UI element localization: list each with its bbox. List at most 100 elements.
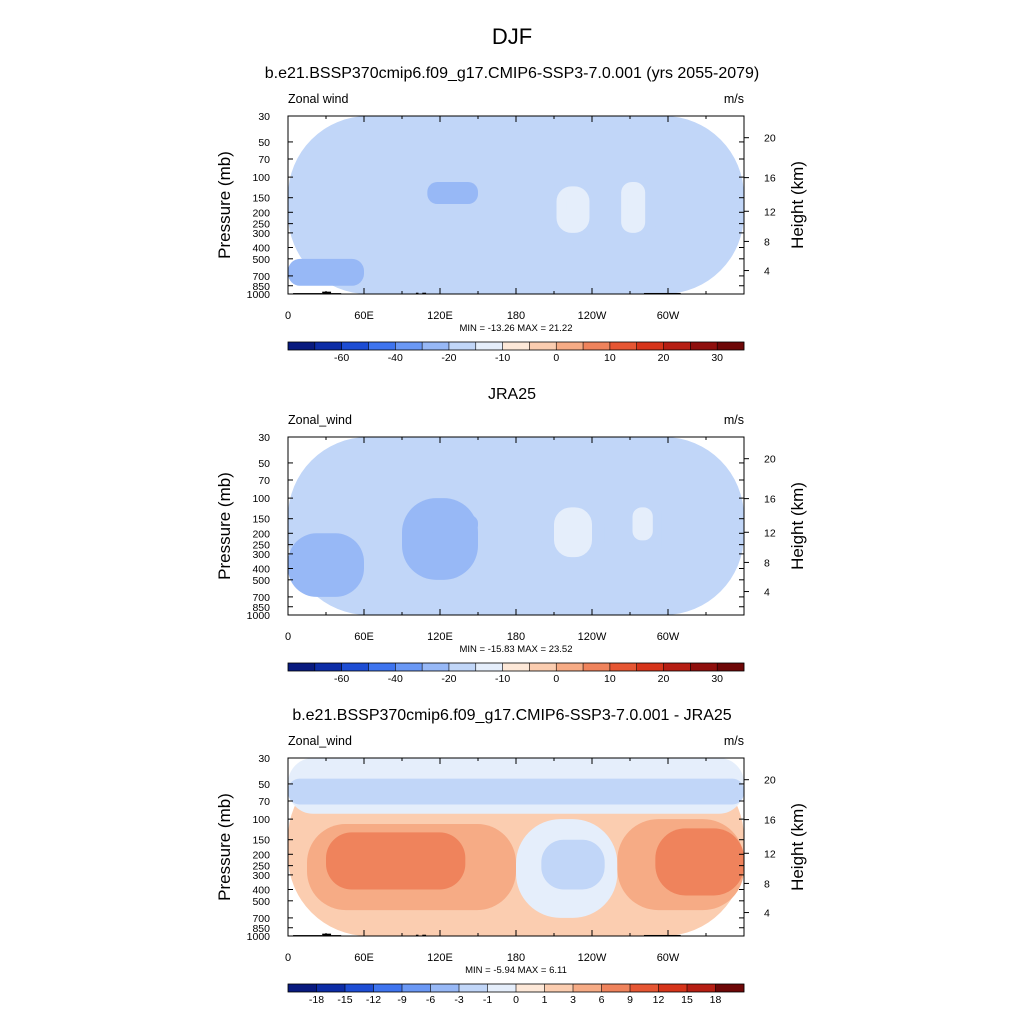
y-tick-label: 250 [252,219,270,231]
min-max-stats: MIN = -13.26 MAX = 21.22 [459,323,572,334]
colorbar-cell [690,663,718,671]
x-tick-label: 0 [285,631,291,643]
height-tick-label: 8 [764,557,770,569]
terrain-block [415,292,419,294]
height-tick-label: 8 [764,878,770,890]
colorbar-label: 30 [711,673,723,685]
contour-field [288,116,744,294]
colorbar-label: 20 [658,673,670,685]
colorbar-cell [556,663,584,671]
colorbar-label: 12 [653,994,665,1006]
height-tick-label: 16 [764,815,776,827]
colorbar-cell [529,342,557,350]
colorbar-label: 1 [542,994,548,1006]
colorbar-label: -10 [495,352,510,364]
x-tick-label: 60W [657,310,680,322]
y-tick-label: 400 [252,563,270,575]
contour-region [288,258,364,286]
colorbar-cell [345,984,374,992]
x-tick-label: 180 [507,952,525,964]
colorbar-label: -18 [309,994,324,1006]
colorbar-cell [314,342,342,350]
colorbar-label: 20 [658,352,670,364]
colorbar-cell [529,663,557,671]
height-tick-label: 4 [764,266,770,278]
colorbar-cell [395,342,423,350]
colorbar-label: -20 [441,352,456,364]
contour-region [566,194,582,218]
x-tick-label: 120W [578,310,607,322]
height-tick-label: 12 [764,206,776,218]
y-tick-label: 400 [252,884,270,896]
colorbar-cell [402,984,431,992]
y-tick-label: 150 [252,514,270,526]
y-axis-label: Pressure (mb) [215,472,234,580]
units-label: m/s [724,734,744,748]
y-tick-label: 50 [258,779,270,791]
y-tick-label: 200 [252,528,270,540]
y-axis-label: Pressure (mb) [215,151,234,259]
colorbar-label: -9 [397,994,406,1006]
y-tick-label: 200 [252,207,270,219]
x-tick-label: 60E [354,631,374,643]
x-tick-label: 120W [578,631,607,643]
colorbar-label: -3 [454,994,463,1006]
contour-field [288,437,744,615]
colorbar-label: 10 [604,673,616,685]
colorbar-cell [544,984,574,992]
colorbar-cell [516,984,545,992]
terrain-block [322,933,332,936]
y-tick-label: 30 [258,111,270,123]
units-label: m/s [724,92,744,106]
x-tick-label: 120E [427,310,453,322]
colorbar-label: 0 [553,352,559,364]
colorbar-cell [687,984,716,992]
y-tick-label: 300 [252,549,270,561]
y-tick-label: 700 [252,271,270,283]
colorbar: -60 -40 -20 -10 0 10 20 30 [287,662,745,685]
y-tick-label: 300 [252,870,270,882]
contour-region [326,832,466,890]
colorbar-label: -6 [426,994,435,1006]
colorbar-cell [502,663,530,671]
colorbar-frame [287,341,745,351]
y-tick-label: 70 [258,796,270,808]
colorbar-label: -1 [483,994,492,1006]
x-tick-label: 120W [578,952,607,964]
contour-region [627,190,641,220]
y-tick-label: 700 [252,592,270,604]
colorbar-cell [502,342,530,350]
contour-region [655,828,744,896]
colorbar-label: 9 [627,994,633,1006]
height-axis-label: Height (km) [788,482,807,570]
colorbar-cell [609,663,638,671]
contour-region [288,116,744,294]
colorbar-frame [287,662,745,672]
colorbar-cell [448,342,477,350]
y-tick-label: 850 [252,281,270,293]
x-tick-label: 120E [427,952,453,964]
variable-label: Zonal_wind [288,413,352,427]
contour-region [427,515,478,534]
colorbar-cell [717,663,745,671]
colorbar-cell [395,663,423,671]
terrain-block [643,292,681,294]
colorbar-cell [583,663,611,671]
y-tick-label: 1000 [247,289,271,301]
y-tick-label: 150 [252,193,270,205]
colorbar-label: 3 [570,994,576,1006]
terrain-block [422,292,427,294]
x-tick-label: 60E [354,952,374,964]
colorbar-cell [636,663,664,671]
height-axis-label: Height (km) [788,803,807,891]
colorbar-cell [288,663,316,671]
colorbar-cell [475,342,503,350]
y-tick-label: 250 [252,861,270,873]
x-tick-label: 60W [657,631,680,643]
y-tick-label: 1000 [247,931,271,943]
min-max-stats: MIN = -15.83 MAX = 23.52 [459,644,572,655]
y-tick-label: 50 [258,137,270,149]
colorbar-label: 30 [711,352,723,364]
contour-region [632,507,653,541]
